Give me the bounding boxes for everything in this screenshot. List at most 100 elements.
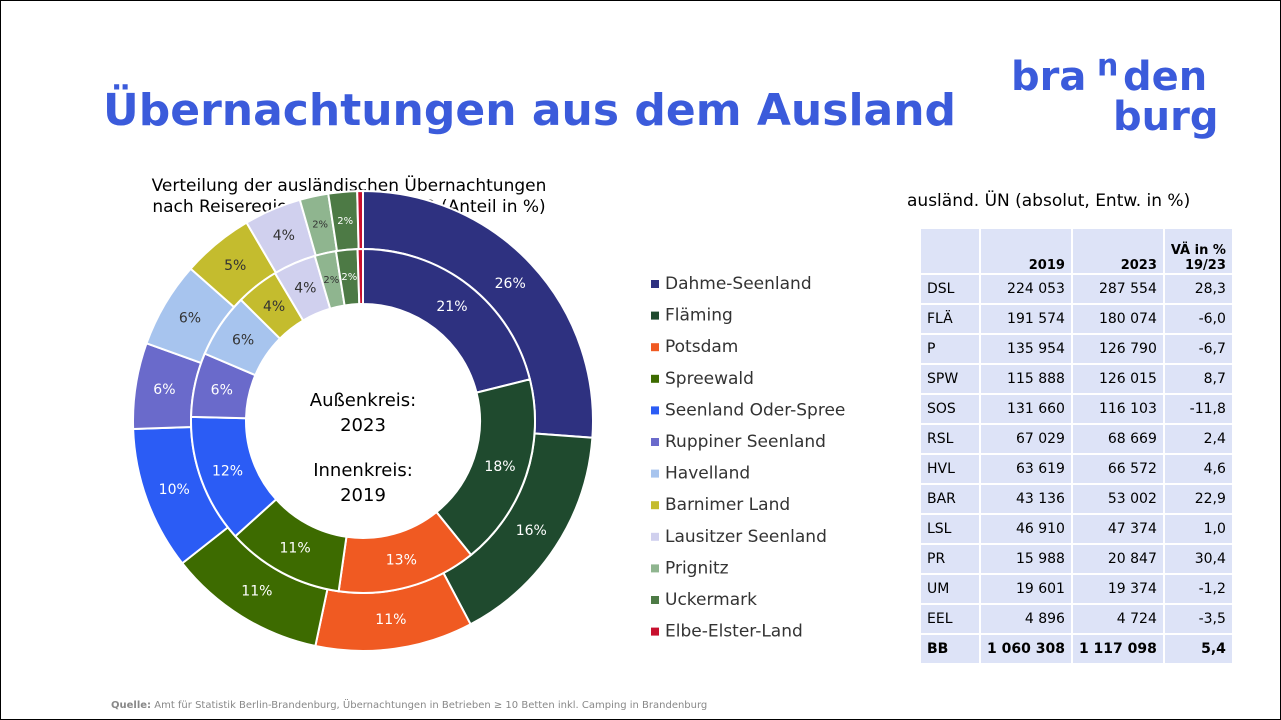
table-cell: 1 117 098	[1070, 633, 1165, 665]
table-row: SOS 131 660 116 103 -11,8	[919, 393, 1234, 425]
table-row: HVL 63 619 66 572 4,6	[919, 453, 1234, 485]
table-row: EEL 4 896 4 724 -3,5	[919, 603, 1234, 635]
value-label: 10%	[159, 482, 190, 498]
value-label: 13%	[386, 552, 417, 568]
value-label: 11%	[375, 612, 406, 628]
legend-swatch	[651, 469, 659, 478]
legend-swatch	[651, 374, 659, 383]
table-cell: 2,4	[1162, 423, 1234, 455]
value-label: 26%	[495, 276, 526, 292]
table-title: ausländ. ÜN (absolut, Entw. in %)	[907, 191, 1191, 211]
table-cell: SOS	[919, 393, 981, 425]
legend-label: Ruppiner Seenland	[665, 432, 826, 452]
table-cell: 126 015	[1070, 363, 1165, 395]
value-label: 4%	[273, 228, 295, 244]
table-row: LSL 46 910 47 374 1,0	[919, 513, 1234, 545]
table-cell: 224 053	[979, 273, 1073, 305]
logo-part: bra	[1011, 54, 1086, 100]
value-label: 2%	[341, 272, 357, 283]
legend-swatch	[651, 280, 659, 288]
logo-part: den	[1123, 54, 1207, 100]
table-cell: -6,7	[1162, 333, 1234, 365]
table: 2019 2023 VÄ in % 19/23 DSL 224 053 287 554 28,…	[919, 227, 1234, 665]
table-cell: BAR	[919, 483, 981, 515]
table-cell: 131 660	[979, 393, 1073, 425]
center-label: Innenkreis:	[313, 460, 413, 481]
table-cell: 15 988	[979, 543, 1073, 575]
value-label: 16%	[516, 523, 547, 539]
table-cell: 4,6	[1162, 453, 1234, 485]
legend-swatch	[651, 438, 659, 446]
table-cell: 4 724	[1070, 603, 1165, 635]
legend-swatch	[651, 596, 659, 604]
table-cell: UM	[919, 573, 981, 605]
table-cell: 47 374	[1070, 513, 1165, 545]
value-label: 4%	[294, 281, 316, 297]
value-label: 6%	[211, 382, 233, 398]
table-row: SPW 115 888 126 015 8,7	[919, 363, 1234, 395]
table-cell: EEL	[919, 603, 981, 635]
value-label: 2%	[312, 220, 328, 231]
value-label: 11%	[241, 584, 272, 600]
table-row: UM 19 601 19 374 -1,2	[919, 573, 1234, 605]
legend-label: Seenland Oder-Spree	[665, 400, 845, 420]
legend-label: Dahme-Seenland	[665, 274, 812, 294]
legend-label: Barnimer Land	[665, 495, 790, 515]
table-row: P 135 954 126 790 -6,7	[919, 333, 1234, 365]
table-row: BAR 43 136 53 002 22,9	[919, 483, 1234, 515]
table-cell: 126 790	[1070, 333, 1165, 365]
value-label: 6%	[179, 311, 201, 327]
value-label: 5%	[224, 258, 246, 274]
value-label: 6%	[232, 332, 254, 348]
center-label: 2023	[340, 415, 386, 436]
table-cell: 1,0	[1162, 513, 1234, 545]
logo: bra n den burg	[1011, 49, 1218, 141]
legend-swatch	[651, 501, 659, 510]
table-cell: 116 103	[1070, 393, 1165, 425]
legend-label: Lausitzer Seenland	[665, 527, 827, 547]
value-label: 21%	[436, 299, 467, 315]
table-cell: LSL	[919, 513, 981, 545]
table-cell: 68 669	[1070, 423, 1165, 455]
table-cell: SPW	[919, 363, 981, 395]
table-cell: DSL	[919, 273, 981, 305]
table-row: RSL 67 029 68 669 2,4	[919, 423, 1234, 455]
legend-swatch	[651, 311, 659, 320]
table-cell: 19 374	[1070, 573, 1165, 605]
legend-swatch	[651, 627, 659, 636]
table-cell: 191 574	[979, 303, 1073, 335]
table-cell: 2019	[979, 227, 1073, 275]
table-row: BB 1 060 308 1 117 098 5,4	[919, 633, 1234, 665]
donut-slice	[356, 247, 364, 306]
table-cell	[919, 227, 981, 275]
value-label: 4%	[263, 299, 285, 315]
donut-slice	[356, 189, 364, 251]
table-cell: 19 601	[979, 573, 1073, 605]
table-cell: 135 954	[979, 333, 1073, 365]
table-cell: -1,2	[1162, 573, 1234, 605]
value-label: 11%	[280, 541, 311, 557]
table-cell: HVL	[919, 453, 981, 485]
value-label: 2%	[323, 275, 339, 286]
slide-title: Übernachtungen aus dem Ausland	[103, 83, 956, 136]
table-cell: 1 060 308	[979, 633, 1073, 665]
source-label: Quelle:	[111, 700, 152, 711]
table-cell: PR	[919, 543, 981, 575]
table-row: PR 15 988 20 847 30,4	[919, 543, 1234, 575]
table-cell: 8,7	[1162, 363, 1234, 395]
legend-label: Potsdam	[665, 337, 738, 357]
table-cell: 180 074	[1070, 303, 1165, 335]
table-cell: RSL	[919, 423, 981, 455]
source-text: Amt für Statistik Berlin-Brandenburg, Üb…	[154, 700, 708, 711]
table-cell: FLÄ	[919, 303, 981, 335]
logo-part: burg	[1113, 94, 1218, 140]
table-cell: 2023	[1070, 227, 1165, 275]
table-cell: BB	[919, 633, 981, 665]
table-cell: 46 910	[979, 513, 1073, 545]
table-cell: 67 029	[979, 423, 1073, 455]
table-cell: 4 896	[979, 603, 1073, 635]
table-cell: 20 847	[1070, 543, 1165, 575]
table-cell: 43 136	[979, 483, 1073, 515]
